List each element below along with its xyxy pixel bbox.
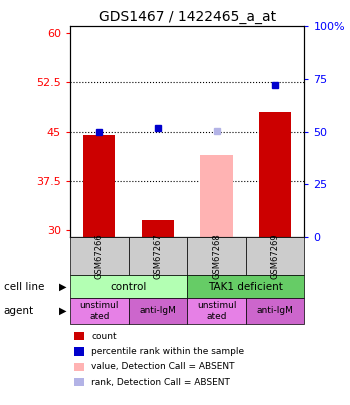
Bar [142, 220, 174, 237]
Text: count: count [91, 332, 117, 341]
Text: ▶: ▶ [59, 306, 67, 316]
Bar [259, 112, 291, 237]
Text: anti-IgM: anti-IgM [140, 306, 176, 315]
Text: value, Detection Call = ABSENT: value, Detection Call = ABSENT [91, 362, 234, 371]
Text: control: control [111, 281, 147, 292]
Text: TAK1 deficient: TAK1 deficient [209, 281, 283, 292]
Text: unstimul
ated: unstimul ated [197, 301, 236, 320]
Text: GSM67267: GSM67267 [153, 233, 162, 279]
Text: unstimul
ated: unstimul ated [79, 301, 119, 320]
Bar [201, 155, 233, 237]
Text: percentile rank within the sample: percentile rank within the sample [91, 347, 244, 356]
Bar [83, 135, 116, 237]
Text: agent: agent [4, 306, 34, 316]
Text: GSM67269: GSM67269 [271, 233, 280, 279]
Text: rank, Detection Call = ABSENT: rank, Detection Call = ABSENT [91, 378, 230, 387]
Text: GSM67266: GSM67266 [95, 233, 104, 279]
Text: cell line: cell line [4, 281, 44, 292]
Title: GDS1467 / 1422465_a_at: GDS1467 / 1422465_a_at [99, 10, 276, 24]
Text: GSM67268: GSM67268 [212, 233, 221, 279]
Text: ▶: ▶ [59, 281, 67, 292]
Text: anti-IgM: anti-IgM [257, 306, 294, 315]
